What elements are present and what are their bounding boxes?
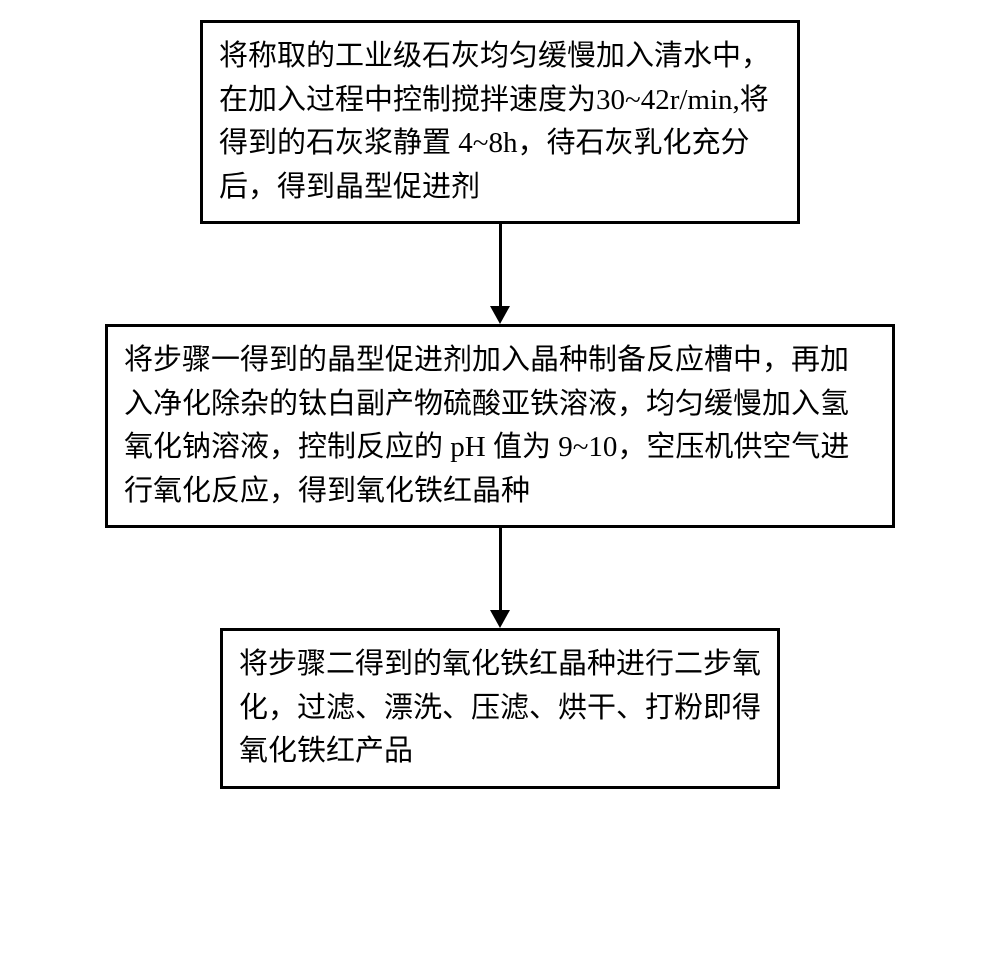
step-2-text: 将步骤一得到的晶型促进剂加入晶种制备反应槽中，再加入净化除杂的钛白副产物硫酸亚铁… — [124, 344, 849, 507]
arrow-1 — [490, 224, 510, 324]
arrow-2-head — [490, 610, 510, 628]
arrow-2 — [490, 528, 510, 628]
arrow-2-line — [499, 528, 502, 610]
arrow-1-line — [499, 224, 502, 306]
step-1-box: 将称取的工业级石灰均匀缓慢加入清水中，在加入过程中控制搅拌速度为30~42r/m… — [200, 20, 800, 224]
arrow-1-head — [490, 306, 510, 324]
step-1-text: 将称取的工业级石灰均匀缓慢加入清水中，在加入过程中控制搅拌速度为30~42r/m… — [219, 40, 770, 203]
step-3-text: 将步骤二得到的氧化铁红晶种进行二步氧化，过滤、漂洗、压滤、烘干、打粉即得氧化铁红… — [239, 648, 761, 767]
step-2-box: 将步骤一得到的晶型促进剂加入晶种制备反应槽中，再加入净化除杂的钛白副产物硫酸亚铁… — [105, 324, 895, 528]
step-3-box: 将步骤二得到的氧化铁红晶种进行二步氧化，过滤、漂洗、压滤、烘干、打粉即得氧化铁红… — [220, 628, 780, 789]
flowchart-container: 将称取的工业级石灰均匀缓慢加入清水中，在加入过程中控制搅拌速度为30~42r/m… — [105, 20, 895, 789]
